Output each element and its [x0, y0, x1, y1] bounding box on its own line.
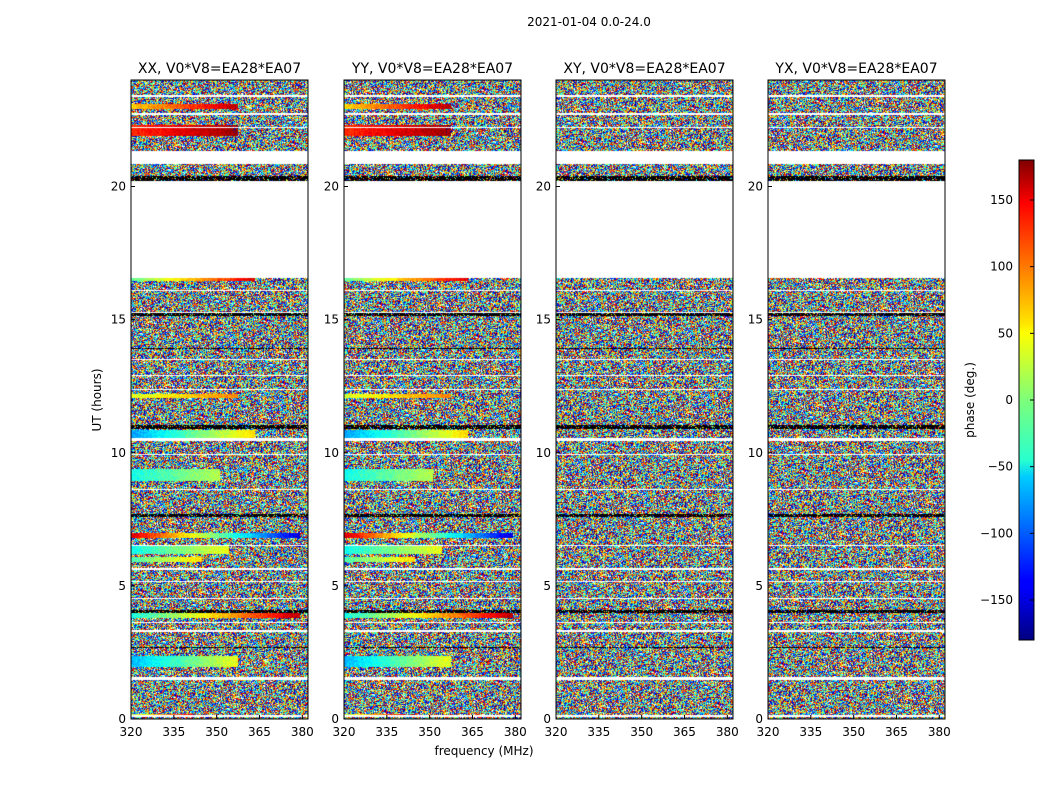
x-tick-label: 365	[673, 725, 696, 739]
x-tick-label: 320	[333, 725, 356, 739]
panel-title: YX, V0*V8=EA28*EA07	[774, 61, 937, 77]
y-tick-label: 20	[111, 180, 126, 194]
heatmap-image	[131, 80, 308, 719]
y-tick-label: 15	[536, 313, 551, 327]
panel-xy: XY, V0*V8=EA28*EA07 320 335 350 365 380 0 5 10 15…	[536, 61, 739, 739]
colorbar-tick-label: −50	[988, 460, 1013, 474]
y-tick-label: 10	[111, 446, 126, 460]
y-tick-label: 15	[324, 313, 339, 327]
y-tick-label: 10	[748, 446, 763, 460]
colorbar-ticks: 150 100 50 0 −50 −100 −150	[980, 193, 1034, 607]
heatmap-image	[556, 80, 733, 719]
x-tick-label: 380	[928, 725, 951, 739]
y-tick-label: 10	[536, 446, 551, 460]
panel-frame	[555, 79, 734, 720]
x-tick-label: 350	[418, 725, 441, 739]
y-tick-label: 5	[331, 579, 339, 593]
x-tick-label: 320	[545, 725, 568, 739]
y-tick-label: 5	[755, 579, 763, 593]
x-tick-label: 350	[630, 725, 653, 739]
y-tick-label: 20	[324, 180, 339, 194]
panel-title: XX, V0*V8=EA28*EA07	[138, 61, 301, 77]
x-tick-label: 380	[291, 725, 314, 739]
x-tick-label: 350	[205, 725, 228, 739]
y-tick-label: 5	[118, 579, 126, 593]
heatmap-image	[344, 80, 521, 719]
x-tick-label: 365	[248, 725, 271, 739]
colorbar-tick-label: −100	[980, 526, 1013, 540]
colorbar-tick-label: 150	[990, 193, 1013, 207]
x-tick-label: 320	[120, 725, 143, 739]
panel-frame	[767, 79, 946, 720]
y-tick-label: 0	[543, 712, 551, 726]
x-tick-label: 320	[757, 725, 780, 739]
panel-xx: XX, V0*V8=EA28*EA07 320 335 350 365 380 0 5 10 15…	[111, 61, 314, 739]
figure-suptitle: 2021-01-04 0.0-24.0	[527, 15, 651, 29]
y-tick-label: 0	[118, 712, 126, 726]
x-tick-label: 335	[162, 725, 185, 739]
y-tick-label: 20	[536, 180, 551, 194]
panel-frame	[130, 79, 309, 720]
y-tick-label: 20	[748, 180, 763, 194]
colorbar-label: phase (deg.)	[963, 362, 977, 438]
y-tick-label: 0	[331, 712, 339, 726]
panel-title: XY, V0*V8=EA28*EA07	[563, 61, 725, 77]
panel-title: YY, V0*V8=EA28*EA07	[351, 61, 513, 77]
colorbar-tick-label: 100	[990, 260, 1013, 274]
colorbar-tick-label: 0	[1005, 393, 1013, 407]
y-tick-label: 0	[755, 712, 763, 726]
colorbar: 150 100 50 0 −50 −100 −150 phase (deg.)	[963, 159, 1035, 641]
x-tick-label: 335	[799, 725, 822, 739]
colorbar-tick-label: −150	[980, 593, 1013, 607]
y-tick-label: 15	[748, 313, 763, 327]
y-tick-label: 10	[324, 446, 339, 460]
panel-yy: YY, V0*V8=EA28*EA07 320 335 350 365 380 0 5 10 15…	[324, 61, 527, 739]
x-tick-label: 335	[375, 725, 398, 739]
y-axis-label: UT (hours)	[90, 368, 104, 431]
x-tick-label: 365	[885, 725, 908, 739]
x-axis-label: frequency (MHz)	[434, 744, 533, 758]
y-tick-label: 5	[543, 579, 551, 593]
x-tick-label: 350	[842, 725, 865, 739]
y-tick-label: 15	[111, 313, 126, 327]
x-tick-label: 365	[461, 725, 484, 739]
colorbar-tick-label: 50	[998, 326, 1013, 340]
panels: XX, V0*V8=EA28*EA07 320 335 350 365 380 0 5 10 15…	[111, 61, 951, 739]
x-tick-label: 380	[716, 725, 739, 739]
x-tick-label: 380	[504, 725, 527, 739]
heatmap-image	[768, 80, 945, 719]
x-tick-label: 335	[587, 725, 610, 739]
panel-yx: YX, V0*V8=EA28*EA07 320 335 350 365 380 0 5 10 15…	[748, 61, 951, 739]
panel-frame	[343, 79, 522, 720]
